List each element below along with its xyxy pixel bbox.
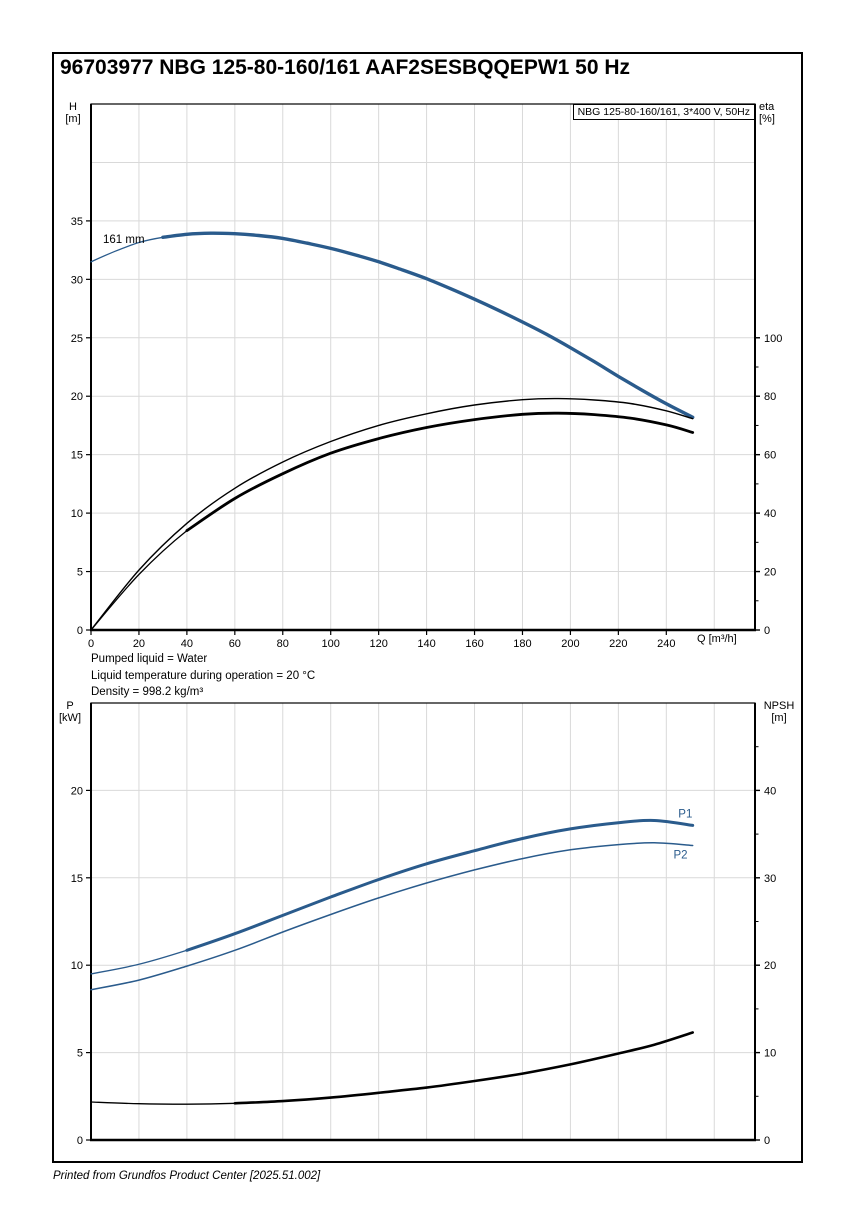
x-tick-label: 120 [369,638,387,650]
npsh-axis-unit: [m] [771,712,787,724]
y-left-tick-label: 0 [77,1135,83,1147]
y-left-tick-label: 20 [71,391,83,403]
curve-label-p2: P2 [673,850,687,862]
y-right-tick-label: 80 [764,391,776,403]
plot-border [90,702,756,1141]
x-tick-label: 80 [277,638,289,650]
x-tick-label: 180 [513,638,531,650]
x-tick-label: 40 [181,638,193,650]
head-axis-unit: [m] [65,113,81,125]
efficiency-curve-thin [90,397,694,631]
power-curve-p1-thin [90,819,694,975]
efficiency-curve-thick-thin [90,412,694,631]
x-tick-label: 0 [88,638,94,650]
x-tick-label: 140 [417,638,435,650]
curve-label-161-mm: 161 mm [103,234,145,246]
y-right-tick-label: 60 [764,450,776,462]
y-left-tick-label: 5 [77,1048,83,1060]
y-left-tick-label: 15 [71,450,83,462]
y-right-tick-label: 100 [764,333,782,345]
npsh-axis-label: NPSH [m] [757,700,801,724]
x-tick-label: 220 [609,638,627,650]
y-left-tick-label: 15 [71,873,83,885]
npsh-curve [233,1031,694,1105]
npsh-axis-symbol: NPSH [763,700,795,712]
condition-density: Density = 998.2 kg/m³ [91,686,204,698]
eta-axis-symbol: eta [759,101,775,113]
power-curve-p1 [185,818,695,952]
x-tick-label: 160 [465,638,483,650]
head-axis-label: H [m] [58,101,88,125]
power-curve-p2 [90,842,694,991]
y-left-tick-label: 10 [71,960,83,972]
curve-label-p1: P1 [678,808,692,820]
y-left-tick-label: 35 [71,216,83,228]
efficiency-curve-thick [185,411,695,532]
power-axis-symbol: P [66,700,74,712]
y-left-tick-label: 0 [77,625,83,637]
x-tick-label: 60 [229,638,241,650]
head-curve-161mm-thin [90,232,694,418]
footer-note: Printed from Grundfos Product Center [20… [53,1170,321,1182]
x-tick-label: 100 [322,638,340,650]
flow-axis-label: Q [m³/h] [697,633,737,645]
x-tick-label: 200 [561,638,579,650]
y-right-tick-label: 30 [764,873,776,885]
chart-legend: NBG 125-80-160/161, 3*400 V, 50Hz [572,104,755,120]
eta-axis-unit: [%] [759,113,775,125]
y-right-tick-label: 20 [764,567,776,579]
head-curve-161mm [161,231,695,419]
y-left-tick-label: 5 [77,567,83,579]
y-right-tick-label: 10 [764,1048,776,1060]
operating-conditions: Pumped liquid = Water Liquid temperature… [91,651,315,701]
y-right-tick-label: 40 [764,508,776,520]
y-left-tick-label: 30 [71,274,83,286]
page-title: 96703977 NBG 125-80-160/161 AAF2SESBQQEP… [60,56,631,79]
y-right-tick-label: 0 [764,1135,770,1147]
npsh-curve-thin [90,1031,694,1105]
x-tick-label: 240 [657,638,675,650]
y-left-tick-label: 10 [71,508,83,520]
y-left-tick-label: 25 [71,333,83,345]
power-axis-label: P [kW] [52,700,88,724]
y-left-tick-label: 20 [71,785,83,797]
plot-border [90,103,756,631]
x-tick-label: 20 [133,638,145,650]
power-axis-unit: [kW] [59,712,81,724]
head-axis-symbol: H [69,101,77,113]
condition-liquid-temperature: Liquid temperature during operation = 20… [91,669,316,682]
eta-axis-label: eta [%] [759,101,789,125]
y-right-tick-label: 40 [764,785,776,797]
condition-pumped-liquid: Pumped liquid = Water [91,653,208,665]
report-border [52,52,803,1163]
y-right-tick-label: 0 [764,625,770,637]
y-right-tick-label: 20 [764,960,776,972]
